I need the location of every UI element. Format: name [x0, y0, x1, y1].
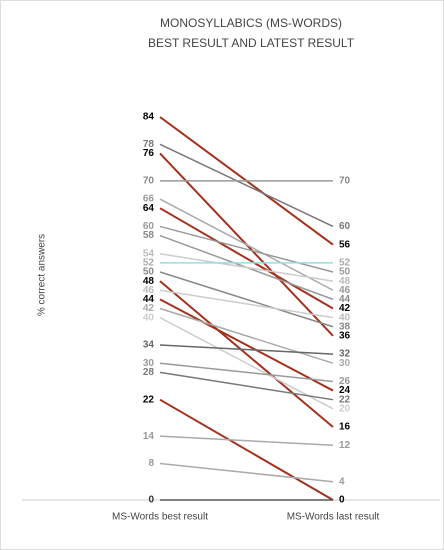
- value-label: 56: [339, 239, 351, 250]
- slope-line: [159, 462, 334, 483]
- slope-line: [159, 435, 334, 447]
- value-label: 46: [143, 285, 155, 296]
- value-label: 0: [148, 495, 154, 506]
- value-label: 60: [339, 221, 351, 232]
- slope-line: [159, 225, 334, 273]
- value-label: 70: [143, 175, 155, 186]
- y-axis-label: % correct answers: [37, 234, 48, 316]
- value-label: 48: [339, 276, 351, 287]
- value-label: 22: [143, 394, 155, 405]
- slope-line: [159, 253, 334, 282]
- slope-line: [159, 207, 334, 310]
- value-label: 0: [339, 495, 345, 506]
- value-label: 14: [143, 431, 155, 442]
- x-tick-label: MS-Words best result: [112, 512, 208, 523]
- value-label: 58: [143, 230, 155, 241]
- slope-line: [159, 398, 334, 501]
- value-label: 70: [339, 175, 351, 186]
- value-label: 30: [143, 358, 155, 369]
- value-label: 44: [339, 294, 351, 305]
- value-label: 16: [339, 422, 351, 433]
- value-label: 48: [143, 276, 155, 287]
- value-label: 22: [339, 394, 351, 405]
- slope-line: [159, 143, 334, 228]
- slope-line: [159, 344, 334, 355]
- chart-title: BEST RESULT AND LATEST RESULT: [148, 36, 355, 50]
- value-label: 76: [143, 148, 155, 159]
- value-label: 84: [143, 112, 155, 123]
- value-label: 34: [143, 340, 155, 351]
- value-label: 26: [339, 376, 351, 387]
- value-label: 78: [143, 139, 155, 150]
- value-label: 52: [143, 258, 155, 269]
- slope-line: [159, 289, 334, 319]
- slope-line: [159, 298, 334, 392]
- value-label: 50: [143, 267, 155, 278]
- value-label: 24: [339, 385, 351, 396]
- value-label: 40: [339, 312, 351, 323]
- value-label: 32: [339, 349, 351, 360]
- value-label: 50: [339, 267, 351, 278]
- value-label: 64: [143, 203, 155, 214]
- value-label: 12: [339, 440, 351, 451]
- slope-line: [159, 307, 334, 364]
- value-label: 40: [143, 312, 155, 323]
- slope-line: [159, 280, 334, 428]
- value-label: 28: [143, 367, 155, 378]
- chart-title: MONOSYLLABICS (MS-WORDS): [160, 16, 342, 30]
- value-label: 42: [143, 303, 155, 314]
- value-label: 54: [143, 248, 155, 259]
- value-label: 60: [143, 221, 155, 232]
- slope-line: [159, 371, 334, 401]
- value-label: 38: [339, 321, 351, 332]
- value-label: 30: [339, 358, 351, 369]
- value-label: 36: [339, 330, 351, 341]
- x-tick-label: MS-Words last result: [287, 512, 380, 523]
- slope-line: [159, 362, 334, 383]
- value-label: 44: [143, 294, 155, 305]
- value-label: 20: [339, 403, 351, 414]
- slope-line: [159, 198, 334, 291]
- slope-line: [159, 271, 334, 328]
- slope-line: [159, 316, 334, 410]
- value-label: 46: [339, 285, 351, 296]
- value-label: 52: [339, 258, 351, 269]
- value-label: 8: [148, 458, 154, 469]
- value-label: 66: [143, 194, 155, 205]
- value-label: 42: [339, 303, 351, 314]
- value-label: 4: [339, 476, 345, 487]
